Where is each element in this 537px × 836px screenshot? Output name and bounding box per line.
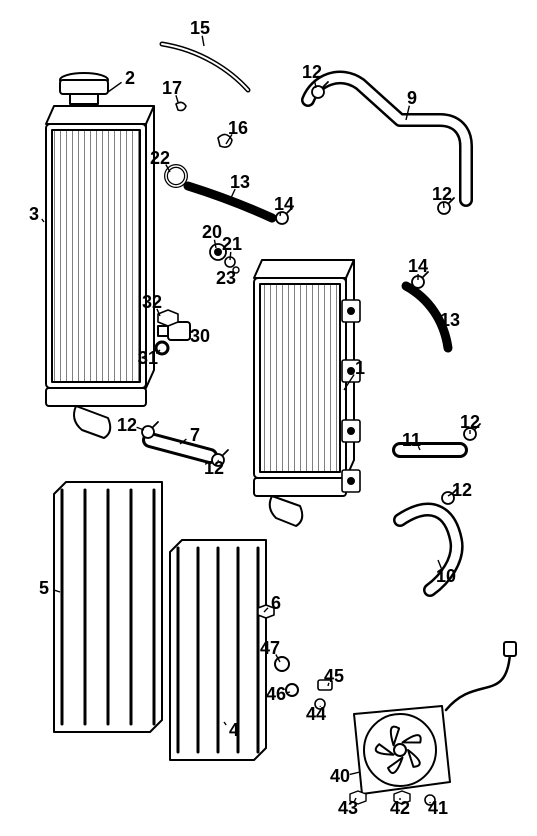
parts-diagram [0, 0, 537, 836]
